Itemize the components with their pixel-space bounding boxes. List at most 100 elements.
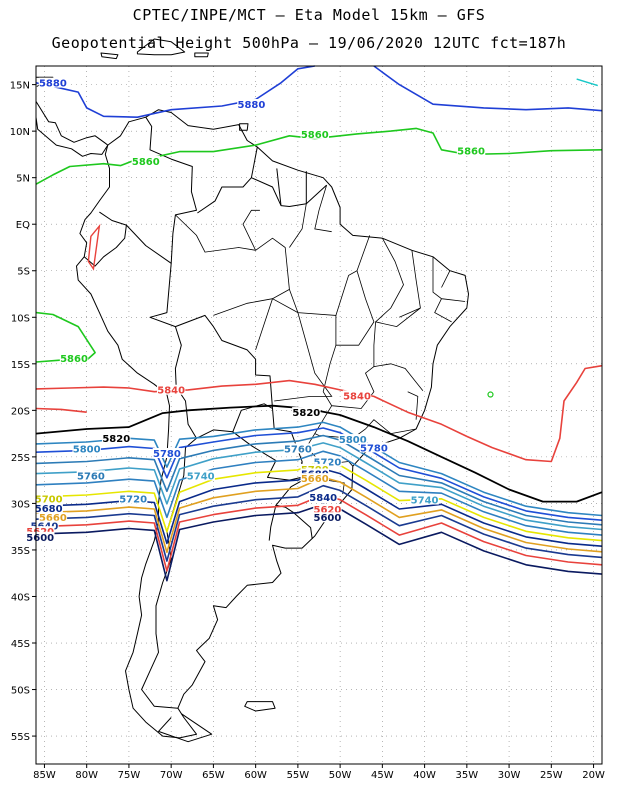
contour-label-bg xyxy=(359,442,389,453)
state-border xyxy=(407,391,419,420)
lat-tick-label: 5S xyxy=(17,267,30,278)
contour-label: 5660 xyxy=(39,513,67,524)
contour-label-bg xyxy=(38,77,68,88)
state-border xyxy=(390,428,417,434)
contour-label-bg xyxy=(313,503,342,514)
contour-label-bg xyxy=(59,353,89,364)
lat-tick-label: 50S xyxy=(11,686,30,697)
contour-5860-closed xyxy=(487,391,494,398)
lat-tick-label: 10S xyxy=(11,313,30,324)
contour-label-bg xyxy=(102,433,131,444)
contour-label-bg xyxy=(410,494,439,505)
contour-label-bg xyxy=(309,491,338,502)
lat-tick-label: 25S xyxy=(11,453,30,464)
lon-tick-label: 70W xyxy=(160,770,183,781)
lon-tick-label: 75W xyxy=(118,770,141,781)
contour-label: 5860 xyxy=(301,130,329,141)
contour-label-bg xyxy=(313,512,342,523)
contour-label: 5800 xyxy=(73,444,101,455)
state-border xyxy=(289,235,371,316)
contour-5760 xyxy=(35,434,603,526)
lon-tick-label: 55W xyxy=(287,770,310,781)
contour-5880 xyxy=(35,65,315,118)
contour-label: 5680 xyxy=(35,504,63,515)
state-border xyxy=(322,345,375,409)
contour-label: 5620 xyxy=(314,505,342,516)
contour-label-bg xyxy=(313,456,342,467)
state-border xyxy=(314,184,332,233)
country-border xyxy=(197,177,252,214)
contour-5600 xyxy=(35,503,603,582)
contour-5780 xyxy=(35,427,603,521)
contour-label: 5740 xyxy=(411,496,439,507)
contour-label: 5700 xyxy=(35,495,63,506)
contour-label: 5760 xyxy=(284,444,312,455)
contour-label-bg xyxy=(30,520,59,531)
state-border xyxy=(432,256,466,302)
contour-label: 5780 xyxy=(153,449,181,460)
lat-tick-label: 30S xyxy=(11,499,30,510)
contour-label-bg xyxy=(26,526,55,537)
contour-label-bg xyxy=(292,407,321,418)
country-border xyxy=(83,211,127,267)
contour-5840-closed xyxy=(87,223,101,271)
jamaica xyxy=(100,52,119,60)
tierra-del-fuego xyxy=(158,713,213,743)
country-border xyxy=(141,386,197,709)
lon-tick-label: 50W xyxy=(329,770,352,781)
state-border xyxy=(175,214,290,316)
contour-lines xyxy=(35,65,603,582)
lon-tick-label: 30W xyxy=(498,770,521,781)
country-border xyxy=(145,116,197,264)
lat-tick-label: 35S xyxy=(11,546,30,557)
contour-label: 5820 xyxy=(102,434,130,445)
south-america-coast xyxy=(76,109,469,739)
contour-label: 5840 xyxy=(157,386,185,397)
axis-ticks: 85W 80W 75W 70W 65W 60W 55W 50W 45W 40W 35W 30W 25W 2… xyxy=(10,81,605,781)
contour-label-bg xyxy=(186,470,215,481)
contour-5840 xyxy=(35,364,603,463)
contour-5820 xyxy=(35,404,603,503)
contour-label-bg xyxy=(152,448,182,459)
contour-5880 xyxy=(373,65,603,112)
contour-label-bg xyxy=(342,390,372,401)
contour-label-bg xyxy=(118,493,148,504)
country-border xyxy=(250,146,258,178)
country-border xyxy=(276,168,282,206)
contour-5900 xyxy=(576,78,598,87)
lat-tick-label: 40S xyxy=(11,592,30,603)
lon-tick-label: 25W xyxy=(540,770,563,781)
lat-tick-label: 20S xyxy=(11,406,30,417)
puerto-rico xyxy=(194,52,209,58)
lat-tick-label: 10N xyxy=(10,127,30,138)
contour-label: 5600 xyxy=(314,513,342,524)
state-border xyxy=(289,203,307,248)
state-border xyxy=(335,270,375,346)
contour-label: 5760 xyxy=(77,471,105,482)
land-boundaries xyxy=(35,38,469,743)
contour-label-bg xyxy=(34,502,63,513)
state-border xyxy=(373,307,424,392)
country-border xyxy=(232,408,303,481)
contour-label: 5780 xyxy=(360,443,388,454)
contour-label: 5720 xyxy=(314,457,342,468)
falklands xyxy=(244,701,276,712)
contour-label-bg xyxy=(26,531,55,542)
contour-label-bg xyxy=(131,155,161,166)
contour-label-bg xyxy=(300,128,329,139)
lat-tick-label: 55S xyxy=(11,732,30,743)
contour-label-bg xyxy=(456,145,486,156)
contour-label: 5840 xyxy=(343,391,371,402)
contour-label: 5860 xyxy=(132,157,160,168)
map-frame xyxy=(35,65,603,765)
lon-tick-label: 60W xyxy=(244,770,267,781)
lon-tick-label: 35W xyxy=(456,770,479,781)
contour-label: 5660 xyxy=(301,474,329,485)
contour-label-bg xyxy=(34,493,63,504)
country-border xyxy=(175,314,273,439)
contour-label: 5840 xyxy=(309,493,337,504)
state-border xyxy=(399,250,421,318)
state-border xyxy=(242,209,260,251)
lon-tick-label: 65W xyxy=(202,770,225,781)
